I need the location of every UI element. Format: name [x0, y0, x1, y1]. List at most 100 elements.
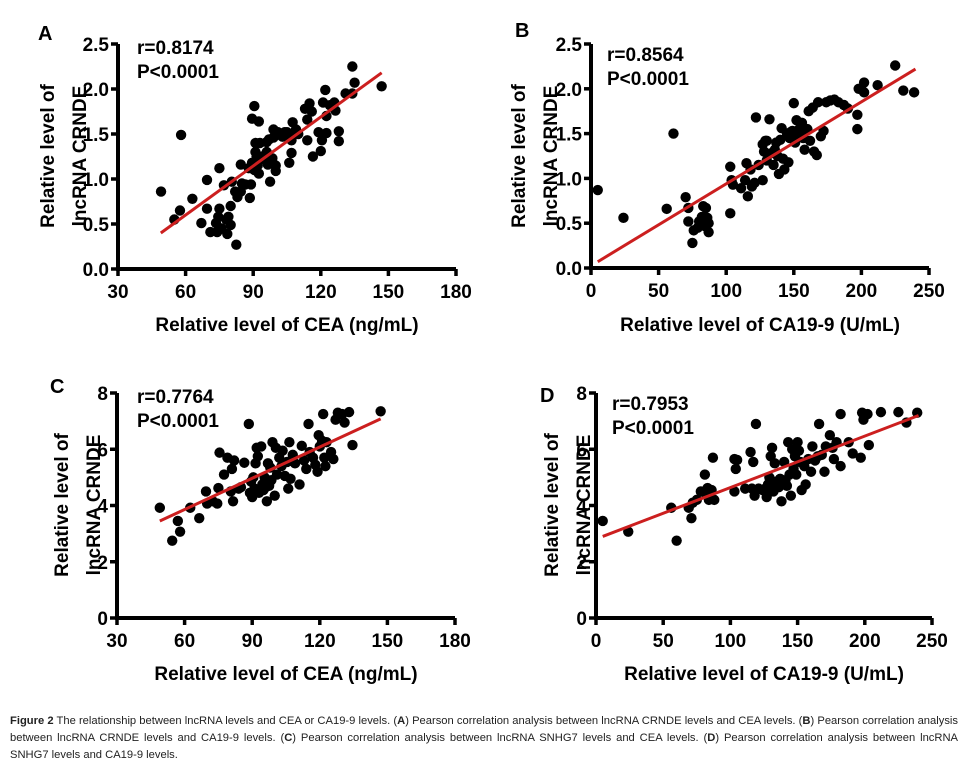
- x-tick-label: 120: [304, 631, 336, 652]
- data-point: [284, 157, 295, 168]
- data-point: [317, 408, 329, 420]
- x-tick-label: 150: [372, 631, 404, 652]
- data-point: [730, 463, 741, 475]
- data-point: [863, 439, 875, 451]
- data-point: [261, 496, 273, 507]
- y-tick-label: 1.5: [83, 125, 110, 146]
- data-point: [172, 515, 184, 527]
- data-point: [792, 437, 803, 448]
- data-point: [313, 127, 324, 138]
- data-point: [155, 186, 167, 197]
- data-point: [855, 452, 866, 463]
- correlation-r: r=0.8174: [137, 38, 214, 59]
- panel-c: C 0 2 4 6 8 30 60 90 120 150 180 Relative level of C…: [50, 376, 471, 685]
- data-point: [761, 135, 772, 146]
- data-point: [264, 176, 276, 187]
- data-point: [748, 456, 759, 468]
- data-point: [277, 445, 288, 456]
- y-tick-label: 2.0: [83, 80, 109, 101]
- data-point: [213, 482, 224, 494]
- data-point: [213, 211, 224, 222]
- data-point: [321, 127, 332, 139]
- data-point: [249, 100, 260, 112]
- data-point: [852, 109, 863, 120]
- x-axis-title: Relative level of CA19-9 (U/mL): [620, 315, 900, 336]
- data-point: [847, 448, 858, 459]
- y-axis-title: Relative level of: [52, 433, 73, 577]
- caption-panel-ref: D: [707, 732, 716, 744]
- data-point: [250, 146, 261, 158]
- y-tick-label: 0.0: [83, 260, 109, 281]
- x-tick-label: 60: [175, 282, 196, 303]
- caption-text: ) Pearson correlation analysis between l…: [405, 715, 803, 727]
- y-tick-label: 2: [576, 553, 587, 574]
- data-point: [875, 406, 887, 418]
- data-point: [709, 494, 720, 506]
- data-point: [780, 474, 791, 486]
- data-point: [770, 480, 782, 492]
- y-tick-label: 6: [576, 440, 587, 461]
- data-point: [283, 483, 294, 494]
- data-point: [742, 191, 754, 202]
- x-tick-label: 200: [849, 631, 881, 652]
- data-point: [302, 135, 313, 146]
- figure-caption: Figure 2 The relationship between lncRNA…: [10, 713, 958, 764]
- y-tick-label: 8: [97, 384, 108, 405]
- data-point: [811, 149, 822, 161]
- data-point: [174, 205, 186, 216]
- data-point: [302, 114, 313, 125]
- x-axis-title: Relative level of CEA (ng/mL): [155, 315, 418, 336]
- data-point: [769, 458, 780, 469]
- data-point: [245, 179, 257, 190]
- data-point: [236, 178, 248, 189]
- caption-panel-ref: A: [397, 715, 406, 727]
- data-point: [725, 208, 736, 219]
- data-point: [301, 463, 312, 475]
- data-point: [757, 174, 768, 186]
- data-point: [908, 87, 920, 98]
- data-point: [661, 203, 672, 215]
- x-axis-title: Relative level of CEA (ng/mL): [154, 664, 417, 685]
- data-point: [347, 61, 358, 72]
- data-point: [375, 406, 386, 417]
- data-point: [858, 87, 870, 98]
- data-point: [835, 408, 846, 420]
- data-point: [813, 418, 825, 430]
- data-point: [731, 454, 743, 466]
- data-point: [783, 157, 794, 168]
- data-point: [592, 184, 603, 196]
- data-point: [320, 460, 331, 472]
- x-tick-label: 90: [242, 631, 263, 652]
- x-tick-label: 180: [439, 631, 471, 652]
- data-point: [298, 455, 310, 466]
- y-axis-title: lncRNA CRNDE: [574, 435, 595, 576]
- figure-label: Figure 2: [10, 715, 54, 727]
- data-point: [703, 218, 714, 229]
- data-point: [285, 473, 296, 484]
- data-point: [764, 114, 775, 125]
- data-point: [231, 239, 242, 250]
- x-tick-label: 100: [715, 631, 747, 652]
- x-tick-label: 150: [373, 282, 405, 303]
- data-point: [768, 159, 779, 171]
- data-point: [270, 160, 281, 171]
- y-tick-label: 4: [576, 497, 587, 518]
- data-point: [167, 535, 178, 546]
- data-point: [725, 161, 736, 172]
- data-point: [819, 466, 830, 477]
- x-tick-label: 150: [782, 631, 814, 652]
- data-point: [256, 441, 267, 452]
- regression-line: [159, 417, 382, 523]
- data-point: [703, 226, 714, 238]
- data-point: [890, 60, 901, 71]
- p-value: P<0.0001: [607, 69, 689, 90]
- data-point: [668, 128, 679, 139]
- data-point: [852, 123, 863, 135]
- data-point: [244, 192, 256, 204]
- data-point: [218, 469, 230, 480]
- data-point: [828, 453, 840, 465]
- data-point: [320, 84, 331, 96]
- panel-b: B 0.0 0.5 1.0 1.5 2.0 2.5 0 50 100 150 200 250 Relati…: [509, 20, 945, 336]
- data-point: [824, 429, 836, 441]
- x-tick-label: 0: [591, 631, 602, 652]
